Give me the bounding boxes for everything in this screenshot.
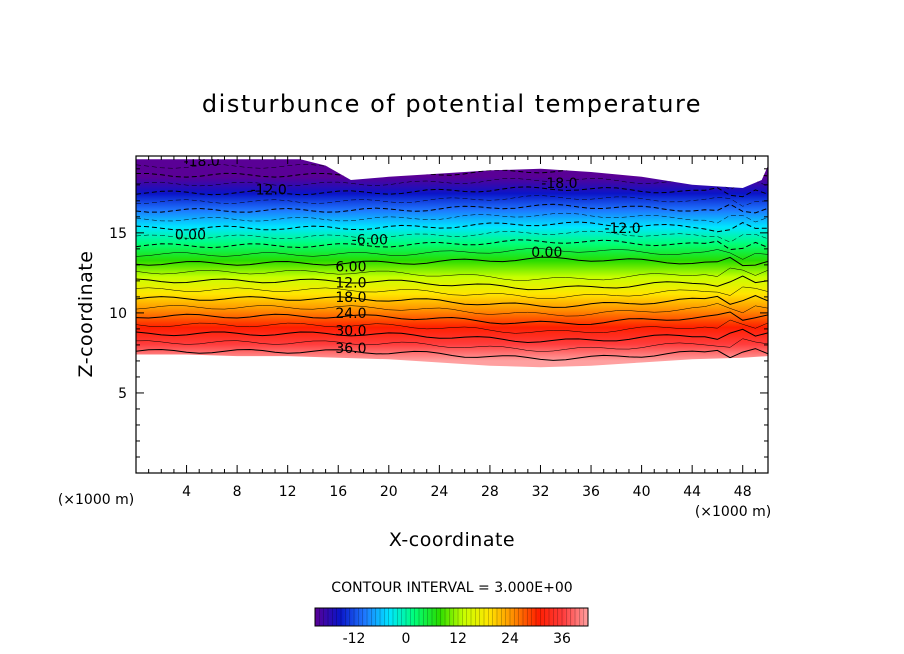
x-tick-label: 8 — [233, 484, 242, 500]
y-axis-ticks: 5 10 15 — [109, 168, 768, 458]
filled-contour-field: -18.0 -12.0 0.00 -6.00 -18.0 -12.0 0.00 6.0012.… — [136, 154, 768, 368]
contour-label: 0.00 — [531, 245, 562, 261]
x-tick-label: 20 — [380, 484, 398, 500]
contour-line — [136, 311, 768, 326]
colorbar-tick-label: -12 — [343, 631, 366, 647]
contour-line — [136, 295, 768, 308]
contour-line — [136, 267, 768, 281]
contour-label: 24.0 — [335, 306, 366, 322]
x-tick-label: 4 — [182, 484, 191, 500]
colorbar: -12 0 12 24 36 — [314, 607, 589, 647]
colorbar-tick-label: 36 — [553, 631, 571, 647]
contour-labels: -18.0 -12.0 0.00 -6.00 -18.0 -12.0 0.00 6.0012.… — [175, 154, 641, 357]
contour-label: -12.0 — [604, 221, 640, 237]
contour-line — [136, 186, 768, 198]
colorbar-gradient — [315, 608, 588, 626]
x-tick-label: 36 — [582, 484, 600, 500]
contour-label: -18.0 — [541, 176, 577, 192]
contour-line — [136, 239, 768, 251]
contour-line — [136, 328, 768, 344]
contour-label: -12.0 — [251, 183, 287, 199]
x-tick-label: 32 — [532, 484, 550, 500]
contour-line — [136, 178, 768, 190]
x-unit-label-left: (×1000 m) — [58, 492, 134, 508]
contour-label: 0.00 — [175, 227, 206, 243]
x-axis-ticks: 4 8 12 16 20 24 28 32 36 40 44 48 — [148, 156, 769, 500]
contour-label: 36.0 — [335, 341, 366, 357]
x-tick-label: 44 — [683, 484, 701, 500]
x-unit-label-right: (×1000 m) — [695, 504, 771, 520]
contour-label: -18.0 — [184, 154, 220, 170]
contour-label: 18.0 — [335, 290, 366, 306]
x-axis-label: X-coordinate — [389, 529, 515, 551]
contour-line — [136, 248, 768, 260]
y-tick-label: 15 — [109, 226, 127, 242]
y-tick-label: 5 — [118, 386, 127, 402]
contour-line — [136, 319, 768, 334]
contour-label: 6.00 — [335, 260, 366, 276]
x-tick-label: 48 — [734, 484, 752, 500]
contour-interval-text: CONTOUR INTERVAL = 3.000E+00 — [331, 580, 572, 596]
contour-line — [136, 195, 768, 207]
x-tick-label: 16 — [329, 484, 347, 500]
contour-line — [136, 256, 768, 267]
colorbar-tick-label: 12 — [449, 631, 467, 647]
chart-title: disturbunce of potential temperature — [202, 90, 702, 118]
colorbar-stripes — [319, 608, 584, 626]
contour-label: 12.0 — [335, 276, 366, 292]
contour-label: -6.00 — [352, 232, 388, 248]
contour-lines — [136, 160, 768, 361]
contour-label: 30.0 — [335, 324, 366, 340]
x-tick-label: 12 — [279, 484, 297, 500]
colorbar-frame — [314, 607, 589, 627]
y-axis-label: Z-coordinate — [75, 251, 97, 378]
x-tick-label: 40 — [633, 484, 651, 500]
y-tick-label: 10 — [109, 306, 127, 322]
contour-line — [136, 203, 768, 214]
contour-line — [136, 275, 768, 291]
contour-line — [136, 212, 768, 224]
colorbar-tick-label: 0 — [402, 631, 411, 647]
x-tick-label: 24 — [430, 484, 448, 500]
colorbar-ticks: -12 0 12 24 36 — [343, 631, 571, 647]
x-tick-label: 28 — [481, 484, 499, 500]
contour-line — [136, 348, 768, 361]
colorbar-tick-label: 24 — [501, 631, 519, 647]
contour-line — [136, 230, 768, 243]
contour-line — [136, 338, 768, 352]
temperature-field-fill — [136, 159, 768, 368]
contour-line — [136, 221, 768, 233]
contour-line — [136, 286, 768, 299]
contour-line — [136, 303, 768, 317]
